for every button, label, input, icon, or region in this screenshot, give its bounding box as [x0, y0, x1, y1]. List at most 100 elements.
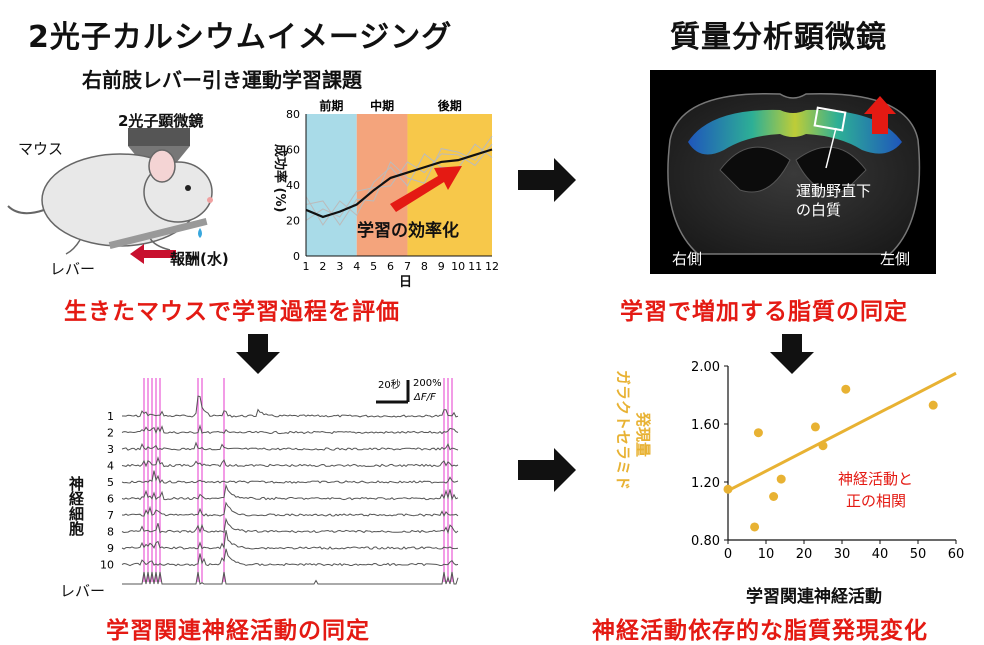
caption-bottom-right: 神経活動依存的な脂質発現変化 [592, 618, 928, 644]
phase-label: 中期 [370, 98, 394, 113]
trend-line [727, 371, 957, 493]
y-tick-label: 0.80 [691, 534, 720, 549]
data-point [776, 474, 786, 484]
improvement-arrow [390, 166, 462, 212]
task-title: 右前肢レバー引き運動学習課題 [82, 68, 362, 92]
data-point [818, 441, 828, 451]
data-point [928, 400, 938, 410]
trace-line [121, 483, 459, 501]
scale-amp-label: 200% [413, 378, 442, 389]
x-tick-label: 50 [910, 547, 927, 562]
y-tick-label: 1.60 [691, 418, 720, 433]
x-tick-label: 12 [485, 260, 499, 273]
phase-band [306, 114, 357, 256]
data-point [769, 492, 779, 501]
galactoceramide-label-line1: ガラクトセラミド [614, 370, 632, 490]
trace-row-label: 3 [107, 443, 114, 456]
scatter-chart: 0 10 20 30 40 50 60 0.80 1.20 1.60 2.00 神経活動と 正の相関… [614, 360, 965, 607]
x-tick-label: 7 [404, 260, 411, 273]
trace-row-label: 5 [107, 476, 114, 489]
day-label: 日 [399, 275, 412, 290]
x-tick-label: 6 [387, 260, 394, 273]
left-title: 2光子カルシウムイメージング [28, 20, 453, 55]
trace-row-label: 7 [107, 509, 114, 522]
y-tick-label: 20 [286, 215, 300, 228]
trace-line [121, 470, 459, 484]
correlation-label-line1: 神経活動と [838, 470, 913, 488]
x-tick-label: 5 [370, 260, 377, 273]
brain-annotation-line1: 運動野直下 [796, 182, 872, 200]
data-point [810, 422, 820, 432]
right-arrow-icon [518, 448, 576, 492]
trace-line [122, 395, 459, 418]
brain-mass-spec-image [650, 70, 936, 274]
x-tick-label: 30 [834, 547, 851, 562]
learning-efficiency-label: 学習の効率化 [357, 220, 459, 241]
trace-row-label: 2 [107, 427, 114, 440]
roi-box [813, 106, 847, 132]
x-tick-label: 40 [872, 547, 889, 562]
trace-line [121, 501, 459, 517]
trace-row-label: 6 [107, 493, 114, 506]
y-tick-label: 60 [286, 144, 300, 157]
right-title: 質量分析顕微鏡 [670, 20, 887, 55]
x-tick-label: 10 [451, 260, 465, 273]
trace-line [121, 424, 459, 435]
brain-right-side-label: 右側 [672, 250, 703, 268]
trace-line [121, 530, 459, 550]
x-tick-label: 10 [758, 547, 775, 562]
brain-left-side-label: 左側 [880, 250, 911, 268]
y-tick-label: 80 [286, 108, 300, 121]
trace-row-label: 8 [107, 526, 114, 539]
brain-annotation-line2: の白質 [796, 201, 842, 219]
x-tick-label: 20 [796, 547, 813, 562]
caption-bottom-left: 学習関連神経活動の同定 [106, 618, 370, 644]
x-tick-label: 3 [336, 260, 343, 273]
lever-trace [122, 571, 459, 585]
x-tick-label: 4 [353, 260, 360, 273]
trace-line [121, 441, 459, 451]
scale-unit-label: ΔF/F [413, 392, 436, 403]
microscope-label: 2光子顕微鏡 [118, 112, 204, 130]
galactoceramide-label-line2: 発現量 [634, 411, 652, 457]
x-tick-label: 2 [319, 260, 326, 273]
mouse-label: マウス [18, 140, 64, 158]
success-rate-label: 成功率 (%) [272, 144, 288, 212]
down-arrow-icon [236, 334, 280, 374]
trace-line [121, 548, 459, 567]
x-tick-label: 60 [948, 547, 965, 562]
individual-curve [305, 135, 493, 226]
x-tick-label: 9 [438, 260, 445, 273]
y-tick-label: 40 [286, 179, 300, 192]
trace-row-label: 10 [100, 559, 114, 572]
right-arrow-icon [518, 158, 576, 202]
y-tick-label: 2.00 [691, 360, 720, 375]
mean-curve [305, 148, 493, 219]
neurons-axis-label: 神経細胞 [67, 476, 85, 536]
data-point [841, 384, 851, 394]
trace-row-label: 4 [107, 460, 114, 473]
caption-top-left: 生きたマウスで学習過程を評価 [64, 299, 400, 325]
neural-activity-label: 学習関連神経活動 [746, 586, 882, 607]
trace-line [121, 517, 459, 535]
reward-label: 報酬(水) [170, 250, 229, 268]
caption-top-right: 学習で増加する脂質の同定 [620, 299, 908, 325]
lever-label: レバー [50, 260, 96, 278]
phase-label: 前期 [319, 98, 343, 113]
data-point [723, 484, 733, 494]
trace-row-label: 9 [107, 542, 114, 555]
x-tick-label: 8 [421, 260, 428, 273]
correlation-label-line2: 正の相関 [846, 492, 906, 510]
x-tick-label: 11 [468, 260, 482, 273]
scale-time-label: 20秒 [378, 378, 401, 391]
mouse-illustration [7, 128, 213, 264]
phase-label: 後期 [438, 98, 462, 113]
x-tick-label: 1 [303, 260, 310, 273]
data-point [750, 522, 760, 532]
y-tick-label: 1.20 [691, 476, 720, 491]
individual-curve [305, 143, 493, 226]
down-arrow-icon [770, 334, 814, 374]
trace-line [121, 456, 459, 468]
calcium-traces: 1 2 3 4 5 6 7 8 9 10 20秒 200% ΔF/F [100, 378, 459, 585]
